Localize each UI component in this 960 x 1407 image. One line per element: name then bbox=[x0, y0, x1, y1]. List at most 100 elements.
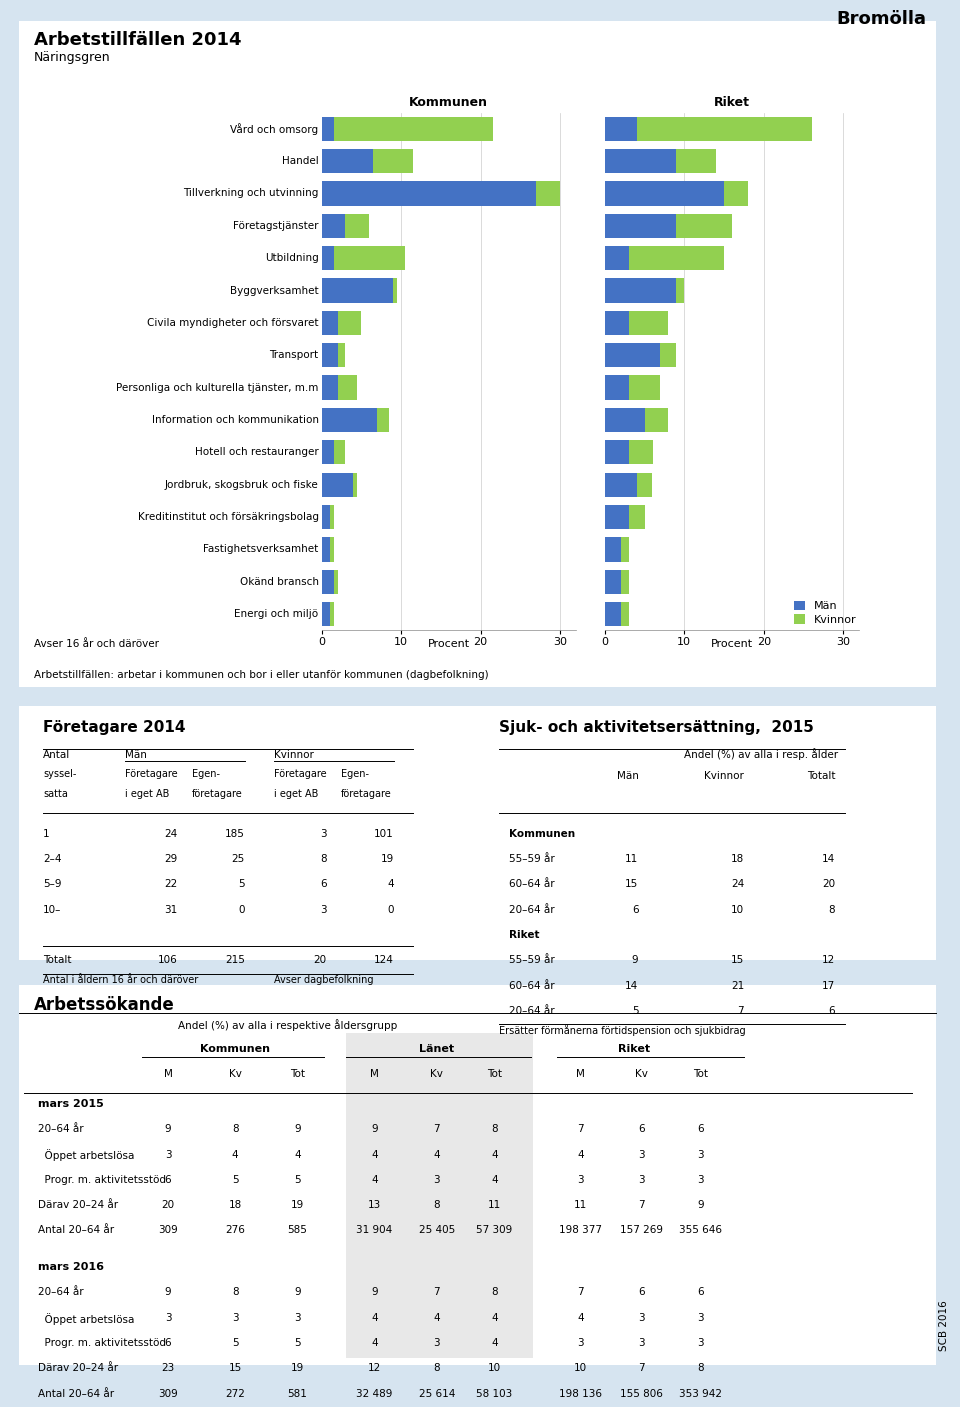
Text: Riket: Riket bbox=[509, 930, 540, 940]
Text: 185: 185 bbox=[225, 829, 245, 839]
Bar bbox=[346, 214, 370, 238]
Text: 19: 19 bbox=[291, 1200, 304, 1210]
Text: Avser 16 år och däröver: Avser 16 år och däröver bbox=[34, 639, 158, 649]
Text: 20–64 år: 20–64 år bbox=[509, 905, 555, 915]
Bar bbox=[377, 408, 389, 432]
Text: 309: 309 bbox=[158, 1225, 178, 1235]
Text: 55–59 år: 55–59 år bbox=[509, 854, 555, 864]
Text: 25 405: 25 405 bbox=[419, 1225, 455, 1235]
Bar bbox=[333, 246, 405, 270]
Text: 309: 309 bbox=[158, 1389, 178, 1399]
Text: 4: 4 bbox=[232, 1150, 238, 1159]
Bar bbox=[629, 376, 660, 400]
Text: 9: 9 bbox=[372, 1124, 377, 1134]
Text: företagare: företagare bbox=[192, 789, 243, 799]
Text: 13: 13 bbox=[368, 1200, 381, 1210]
Bar bbox=[605, 440, 629, 464]
Text: 9: 9 bbox=[698, 1200, 704, 1210]
Text: 3: 3 bbox=[698, 1338, 704, 1348]
Bar bbox=[322, 570, 333, 594]
Text: 20–64 år: 20–64 år bbox=[38, 1287, 84, 1297]
Bar bbox=[605, 570, 621, 594]
Text: 3: 3 bbox=[232, 1313, 238, 1323]
Text: 8: 8 bbox=[232, 1124, 238, 1134]
Bar bbox=[537, 182, 560, 205]
Text: 1: 1 bbox=[43, 829, 50, 839]
Text: 4: 4 bbox=[372, 1313, 377, 1323]
Text: 124: 124 bbox=[373, 955, 394, 965]
Text: Kv: Kv bbox=[635, 1069, 648, 1079]
Bar bbox=[322, 117, 333, 141]
Bar bbox=[724, 182, 748, 205]
Text: 3: 3 bbox=[698, 1150, 704, 1159]
Bar bbox=[322, 311, 338, 335]
Text: 198 136: 198 136 bbox=[560, 1389, 602, 1399]
Text: 57 309: 57 309 bbox=[476, 1225, 513, 1235]
Bar bbox=[333, 440, 346, 464]
Text: Företagare: Företagare bbox=[274, 770, 326, 779]
Text: Antal 20–64 år: Antal 20–64 år bbox=[38, 1225, 114, 1235]
Text: 585: 585 bbox=[288, 1225, 307, 1235]
Text: 6: 6 bbox=[165, 1175, 171, 1185]
Text: 31 904: 31 904 bbox=[356, 1225, 393, 1235]
Bar bbox=[605, 376, 629, 400]
Text: 155 806: 155 806 bbox=[620, 1389, 662, 1399]
Bar bbox=[322, 537, 329, 561]
Text: 14: 14 bbox=[822, 854, 835, 864]
Text: 58 103: 58 103 bbox=[476, 1389, 513, 1399]
Text: 11: 11 bbox=[574, 1200, 588, 1210]
Text: 3: 3 bbox=[320, 905, 326, 915]
Text: Progr. m. aktivitetsstöd: Progr. m. aktivitetsstöd bbox=[38, 1338, 166, 1348]
Text: 0: 0 bbox=[387, 905, 394, 915]
Text: 25 614: 25 614 bbox=[419, 1389, 455, 1399]
Text: 21: 21 bbox=[731, 981, 744, 991]
Text: 6: 6 bbox=[698, 1287, 704, 1297]
Bar bbox=[333, 570, 338, 594]
Text: 3: 3 bbox=[638, 1150, 644, 1159]
Text: 55–59 år: 55–59 år bbox=[509, 955, 555, 965]
Text: 5–9: 5–9 bbox=[43, 879, 61, 889]
Text: Antal: Antal bbox=[43, 750, 70, 760]
Text: Tot: Tot bbox=[693, 1069, 708, 1079]
Text: 14: 14 bbox=[625, 981, 638, 991]
Text: 3: 3 bbox=[434, 1175, 440, 1185]
Bar bbox=[605, 149, 677, 173]
Bar bbox=[322, 505, 329, 529]
Text: 15: 15 bbox=[228, 1363, 242, 1373]
Bar bbox=[621, 602, 629, 626]
Text: 60–64 år: 60–64 år bbox=[509, 981, 555, 991]
Text: Ersätter förmånerna förtidspension och sjukbidrag: Ersätter förmånerna förtidspension och s… bbox=[499, 1024, 746, 1036]
Text: Byggverksamhet: Byggverksamhet bbox=[230, 286, 319, 295]
Text: 7: 7 bbox=[638, 1200, 644, 1210]
Bar bbox=[322, 408, 377, 432]
Text: Näringsgren: Näringsgren bbox=[34, 51, 110, 63]
Text: Utbildning: Utbildning bbox=[265, 253, 319, 263]
Text: Avser dagbefolkning: Avser dagbefolkning bbox=[274, 975, 373, 985]
Text: 4: 4 bbox=[492, 1175, 497, 1185]
Text: Totalt: Totalt bbox=[43, 955, 72, 965]
Text: 10–: 10– bbox=[43, 905, 61, 915]
Bar bbox=[605, 279, 677, 303]
Text: Arbetstillfällen: arbetar i kommunen och bor i eller utanför kommunen (dagbefolk: Arbetstillfällen: arbetar i kommunen och… bbox=[34, 670, 489, 680]
Bar bbox=[660, 343, 677, 367]
Text: 4: 4 bbox=[492, 1338, 497, 1348]
Bar bbox=[338, 311, 361, 335]
Bar bbox=[605, 343, 660, 367]
Bar bbox=[621, 570, 629, 594]
Bar bbox=[677, 279, 684, 303]
Text: 29: 29 bbox=[164, 854, 178, 864]
Bar bbox=[605, 408, 644, 432]
Text: Antal 20–64 år: Antal 20–64 år bbox=[38, 1389, 114, 1399]
Text: 6: 6 bbox=[632, 905, 638, 915]
Text: 3: 3 bbox=[638, 1338, 644, 1348]
Text: 4: 4 bbox=[578, 1313, 584, 1323]
Text: 8: 8 bbox=[828, 905, 835, 915]
Text: Transport: Transport bbox=[270, 350, 319, 360]
Text: 7: 7 bbox=[434, 1287, 440, 1297]
Text: 11: 11 bbox=[488, 1200, 501, 1210]
Text: 4: 4 bbox=[295, 1150, 300, 1159]
Legend: Män, Kvinnor: Män, Kvinnor bbox=[794, 601, 856, 625]
Text: 9: 9 bbox=[295, 1287, 300, 1297]
Text: 5: 5 bbox=[295, 1338, 300, 1348]
Text: Egen-: Egen- bbox=[341, 770, 369, 779]
